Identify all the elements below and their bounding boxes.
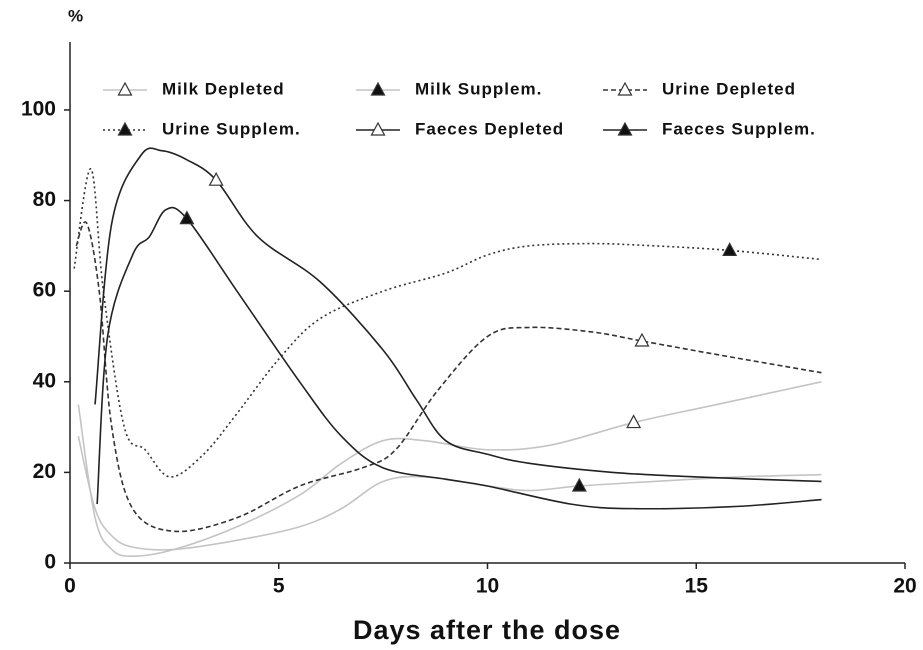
y-tick-label: 100 bbox=[21, 98, 56, 121]
x-tick-label: 0 bbox=[64, 575, 76, 598]
data-marker bbox=[626, 414, 642, 429]
y-tick-label: 60 bbox=[33, 279, 56, 302]
data-marker bbox=[179, 210, 195, 225]
legend-marker bbox=[117, 81, 133, 96]
x-tick-label: 10 bbox=[476, 575, 499, 598]
x-tick-label: 15 bbox=[685, 575, 709, 598]
series-line bbox=[96, 206, 822, 510]
series-line bbox=[75, 221, 822, 533]
legend-marker bbox=[370, 81, 386, 96]
x-tick-label: 20 bbox=[893, 575, 916, 598]
series-line bbox=[77, 381, 822, 558]
legend-marker bbox=[617, 81, 633, 96]
y-axis-label: % bbox=[68, 6, 83, 25]
legend-label: Faeces Depleted bbox=[415, 119, 564, 138]
legend-label: Urine Supplem. bbox=[162, 119, 301, 138]
data-marker bbox=[634, 332, 650, 347]
series-line bbox=[77, 435, 822, 551]
x-axis-label: Days after the dose bbox=[353, 615, 621, 645]
data-marker bbox=[722, 242, 738, 256]
y-tick-label: 0 bbox=[44, 551, 56, 574]
legend-label: Faeces Supplem. bbox=[662, 119, 816, 138]
legend-label: Urine Depleted bbox=[662, 79, 796, 98]
series-line bbox=[73, 168, 822, 478]
y-tick-label: 40 bbox=[33, 369, 56, 392]
y-tick-label: 20 bbox=[33, 460, 56, 483]
legend-marker bbox=[117, 121, 133, 136]
legend-marker bbox=[617, 121, 633, 136]
y-tick-label: 80 bbox=[33, 188, 56, 211]
x-tick-label: 5 bbox=[273, 575, 285, 598]
legend-marker bbox=[370, 121, 386, 136]
data-marker bbox=[208, 171, 224, 186]
legend-label: Milk Supplem. bbox=[415, 79, 542, 98]
legend-label: Milk Depleted bbox=[162, 79, 285, 98]
data-marker bbox=[571, 477, 587, 492]
series-line bbox=[94, 147, 822, 483]
